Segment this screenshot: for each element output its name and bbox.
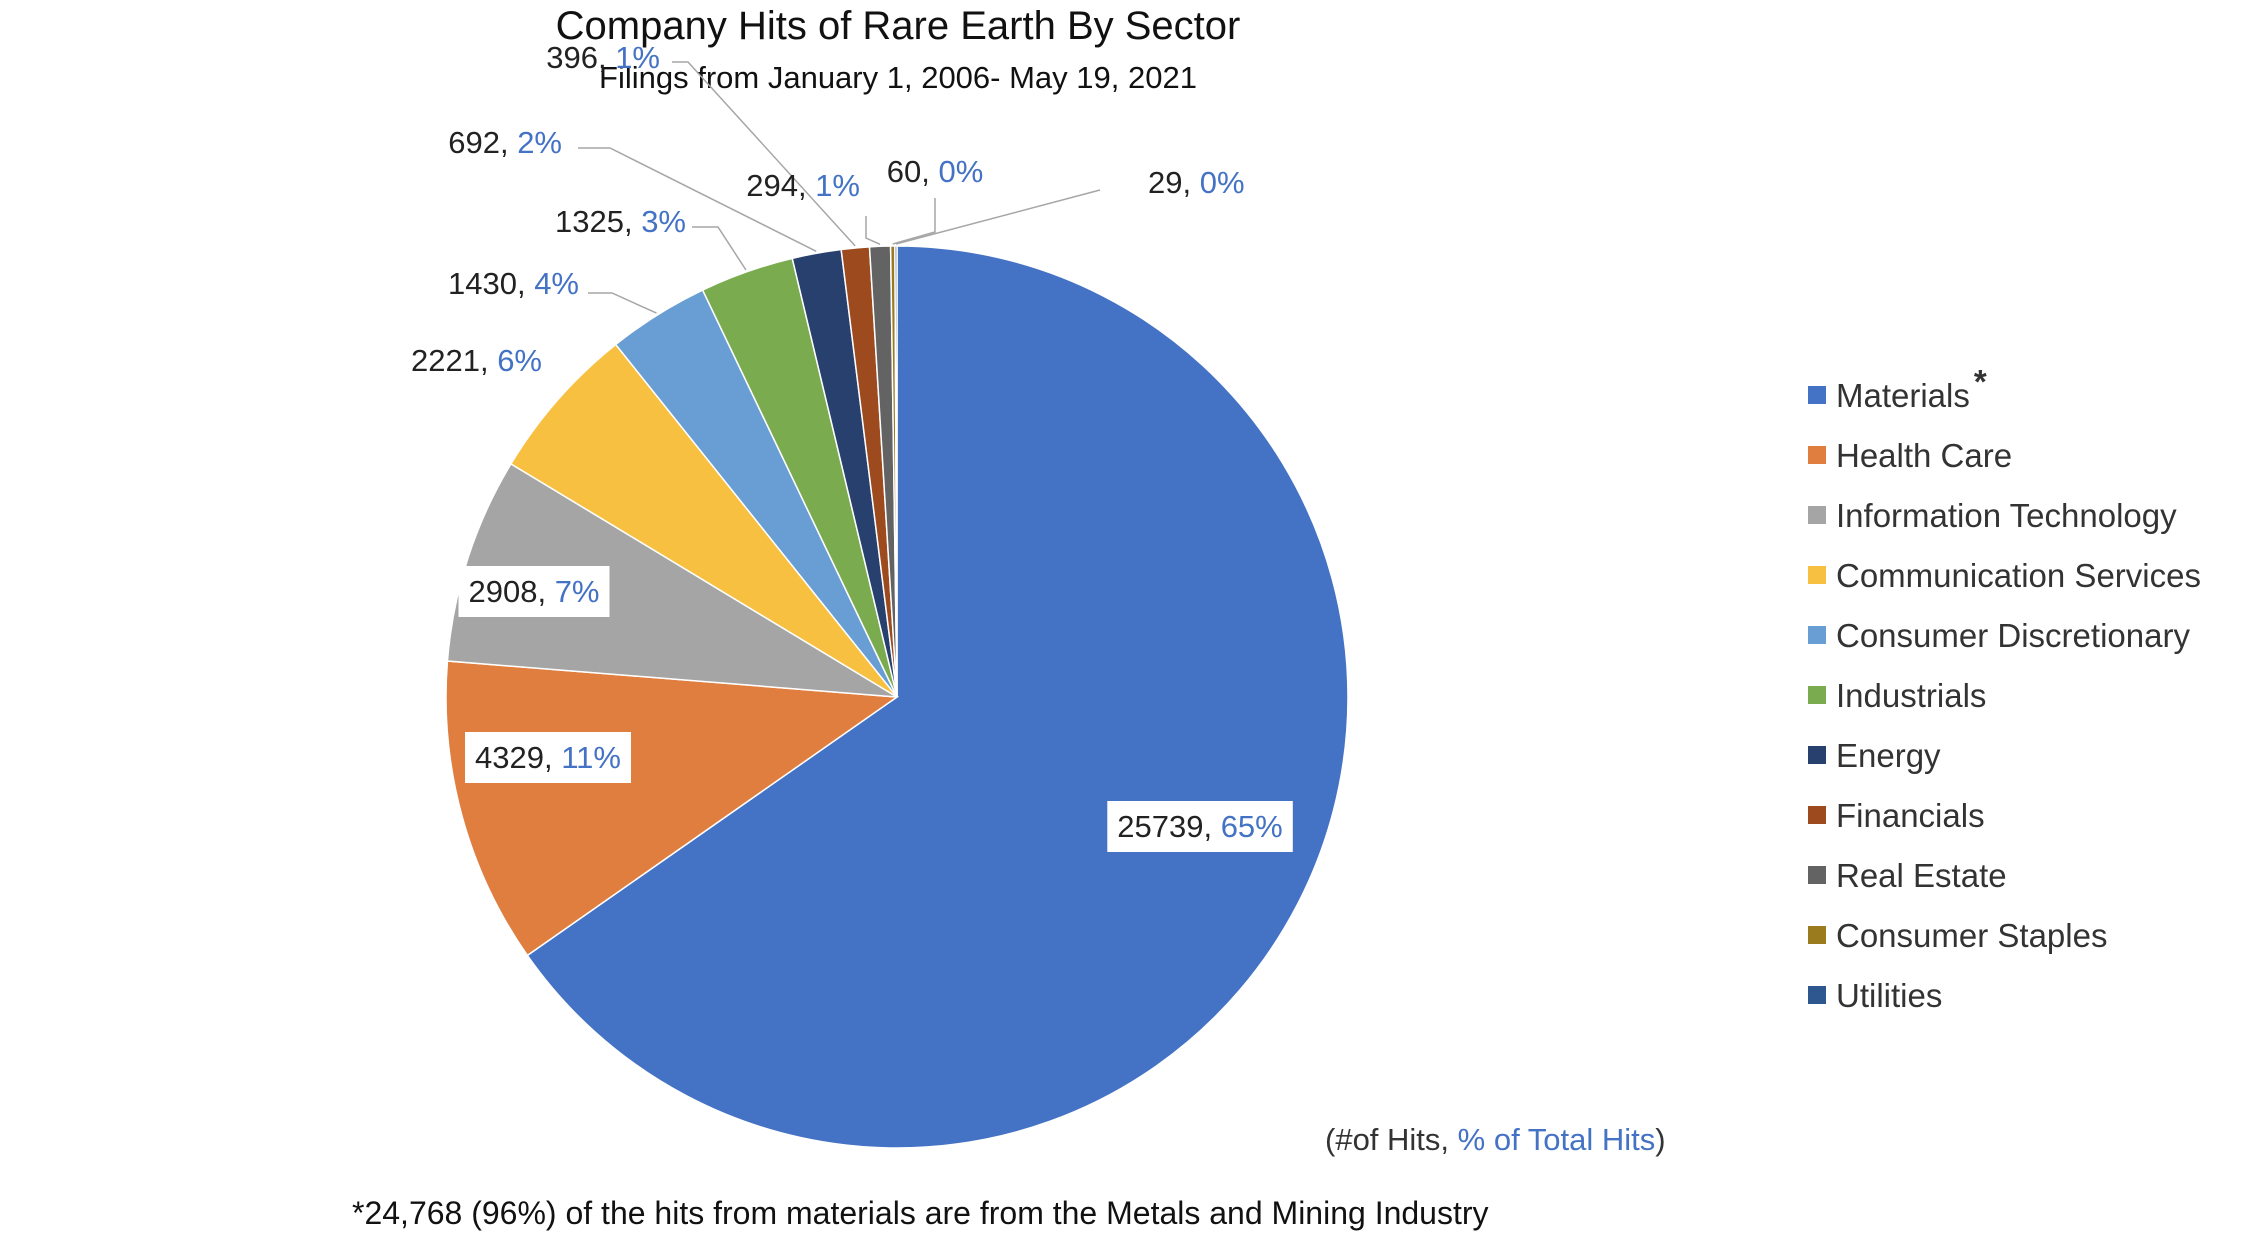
legend-footnote-marker: * bbox=[1974, 363, 1987, 400]
data-label-percent: 1% bbox=[615, 40, 660, 75]
data-label-percent: 6% bbox=[497, 343, 542, 378]
leader-line-energy bbox=[578, 147, 817, 252]
legend-item-health-care: Health Care bbox=[1836, 437, 2012, 474]
leader-lines bbox=[578, 61, 1101, 314]
data-label-information-technology: 2908, 7% bbox=[468, 574, 599, 609]
data-label-energy: 692, 2% bbox=[448, 125, 562, 160]
legend-swatch-energy bbox=[1808, 746, 1826, 764]
legend-item-energy: Energy bbox=[1836, 737, 1941, 774]
data-label-value: 4329, bbox=[475, 740, 561, 775]
chart-subtitle: Filings from January 1, 2006- May 19, 20… bbox=[599, 60, 1197, 95]
leader-line-real-estate bbox=[865, 216, 881, 245]
data-label-value: 25739, bbox=[1117, 809, 1220, 844]
legend-swatch-utilities bbox=[1808, 986, 1826, 1004]
data-label-materials: 25739, 65% bbox=[1117, 809, 1282, 844]
footnote: *24,768 (96%) of the hits from materials… bbox=[352, 1195, 1489, 1231]
legend-swatch-materials bbox=[1808, 386, 1826, 404]
legend-swatch-industrials bbox=[1808, 686, 1826, 704]
data-label-percent: 3% bbox=[641, 204, 686, 239]
pie-slice-information-technology bbox=[446, 462, 898, 698]
units-note-close: ) bbox=[1655, 1122, 1665, 1157]
legend-item-industrials: Industrials bbox=[1836, 677, 1986, 714]
leader-line-utilities bbox=[895, 189, 1101, 245]
data-label-value: 1430, bbox=[448, 266, 534, 301]
data-label-value: 396, bbox=[546, 40, 615, 75]
data-label-real-estate: 294, 1% bbox=[746, 168, 860, 203]
pie-slice-communication-services bbox=[509, 343, 898, 698]
legend-swatch-consumer-discretionary bbox=[1808, 626, 1826, 644]
legend-swatch-financials bbox=[1808, 806, 1826, 824]
data-label-utilities: 29, 0% bbox=[1148, 165, 1245, 200]
data-label-value: 2221, bbox=[411, 343, 497, 378]
legend-swatch-real-estate bbox=[1808, 866, 1826, 884]
data-label-communication-services: 2221, 6% bbox=[411, 343, 542, 378]
data-label-industrials: 1325, 3% bbox=[555, 204, 686, 239]
data-label-value: 60, bbox=[887, 154, 939, 189]
data-label-percent: 2% bbox=[517, 125, 562, 160]
leader-line-industrials bbox=[692, 226, 747, 271]
legend-swatch-information-technology bbox=[1808, 506, 1826, 524]
leader-line-consumer-discretionary bbox=[588, 292, 657, 314]
leader-line-financials bbox=[672, 61, 856, 247]
data-label-percent: 11% bbox=[561, 740, 621, 775]
legend-item-consumer-discretionary: Consumer Discretionary bbox=[1836, 617, 2190, 654]
data-label-consumer-staples: 60, 0% bbox=[887, 154, 984, 189]
legend-item-materials: Materials bbox=[1836, 377, 1970, 414]
units-note-hits: (#of Hits, bbox=[1325, 1122, 1458, 1157]
data-label-box bbox=[465, 732, 631, 783]
data-label-percent: 65% bbox=[1221, 809, 1283, 844]
legend-item-information-technology: Information Technology bbox=[1836, 497, 2177, 534]
data-labels: 25739, 65% 4329, 11% 2908, 7% 2221, 6% 1430,… bbox=[411, 40, 1293, 852]
legend-swatch-communication-services bbox=[1808, 566, 1826, 584]
data-label-consumer-discretionary: 1430, 4% bbox=[448, 266, 579, 301]
data-label-percent: 4% bbox=[534, 266, 579, 301]
legend-item-communication-services: Communication Services bbox=[1836, 557, 2201, 594]
units-note-percent: % of Total Hits bbox=[1458, 1122, 1656, 1157]
pie-slice-utilities bbox=[894, 245, 898, 698]
data-label-box bbox=[1107, 801, 1293, 852]
data-label-value: 2908, bbox=[468, 574, 554, 609]
data-label-percent: 0% bbox=[938, 154, 983, 189]
leader-line-consumer-staples bbox=[892, 198, 936, 245]
data-label-value: 294, bbox=[746, 168, 815, 203]
legend: Materials * Health Care Information Technol… bbox=[1808, 363, 2201, 1014]
legend-swatch-health-care bbox=[1808, 446, 1826, 464]
legend-item-real-estate: Real Estate bbox=[1836, 857, 2007, 894]
data-label-value: 29, bbox=[1148, 165, 1200, 200]
legend-item-utilities: Utilities bbox=[1836, 977, 1942, 1014]
data-label-percent: 0% bbox=[1200, 165, 1245, 200]
data-label-percent: 7% bbox=[555, 574, 600, 609]
chart-title: Company Hits of Rare Earth By Sector bbox=[556, 4, 1241, 48]
legend-swatch-consumer-staples bbox=[1808, 926, 1826, 944]
data-label-financials: 396, 1% bbox=[546, 40, 660, 75]
pie-slice-materials bbox=[526, 245, 1349, 1149]
pie-slices bbox=[445, 245, 1349, 1149]
data-label-health-care: 4329, 11% bbox=[475, 740, 621, 775]
data-label-box bbox=[458, 566, 610, 617]
legend-item-consumer-staples: Consumer Staples bbox=[1836, 917, 2107, 954]
data-label-percent: 1% bbox=[815, 168, 860, 203]
data-label-value: 692, bbox=[448, 125, 517, 160]
legend-item-financials: Financials bbox=[1836, 797, 1985, 834]
units-note: (#of Hits, % of Total Hits) bbox=[1325, 1122, 1666, 1157]
data-label-value: 1325, bbox=[555, 204, 641, 239]
